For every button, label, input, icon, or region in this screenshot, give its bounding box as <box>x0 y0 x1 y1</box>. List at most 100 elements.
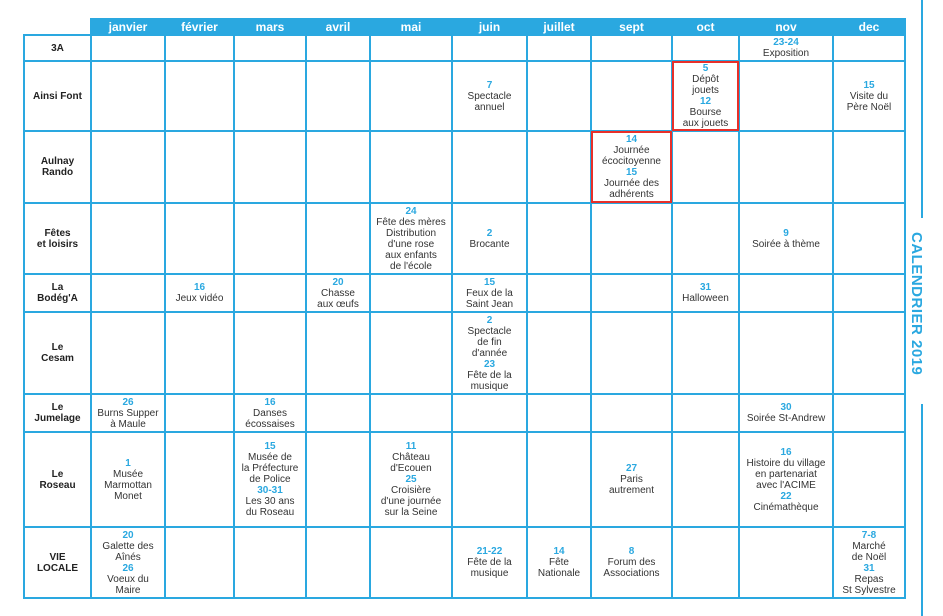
event-title: Halloween <box>682 293 729 304</box>
calendar-cell <box>233 34 307 62</box>
calendar-cell <box>305 393 371 433</box>
event-title: Fête de la musique <box>467 369 512 392</box>
calendar-cell <box>671 393 740 433</box>
calendar-cell <box>738 273 834 313</box>
event-date: 14 <box>625 134 638 145</box>
calendar-cell <box>164 34 235 62</box>
calendar-cell <box>164 60 235 132</box>
calendar-cell <box>305 526 371 599</box>
event-title: Musée Marmottan Monet <box>104 468 152 502</box>
calendar-cell <box>369 130 453 204</box>
month-header-5: juin <box>451 18 528 36</box>
event-date: 31 <box>699 282 712 293</box>
event-title: Journée des adhérents <box>603 178 660 200</box>
calendar-cell <box>738 311 834 395</box>
month-header-10: dec <box>832 18 906 36</box>
event-date: 22 <box>780 490 792 502</box>
event-title: Chasse aux œufs <box>317 287 359 310</box>
event-date: 16 <box>193 282 206 293</box>
calendar-cell <box>590 60 673 132</box>
event-date: 16 <box>780 446 792 458</box>
event-date: 20 <box>122 529 134 541</box>
event-date: 21-22 <box>476 546 503 557</box>
event-date: 15 <box>625 167 638 178</box>
event-title: Soirée à thème <box>752 238 820 250</box>
association-label: Le Cesam <box>23 311 92 395</box>
association-row: Le Jumelage 26 Burns Supper à Maule 16 Danse… <box>23 393 906 433</box>
calendar-cell <box>526 393 592 433</box>
event-title: Feux de la Saint Jean <box>465 287 514 310</box>
association-row: 3A 23-24 Exposition <box>23 34 906 62</box>
event-title: Fête de la musique <box>467 557 512 579</box>
calendar-cell <box>671 526 740 599</box>
event-date: 24 <box>405 205 417 217</box>
calendar-cell: 15 Musée de la Préfecture de Police 30-31 L… <box>233 431 307 528</box>
event-date: 2 <box>486 227 493 239</box>
calendar-cell: 26 Burns Supper à Maule <box>90 393 166 433</box>
event-title: Voeux du Maire <box>107 573 149 596</box>
calendar-cell <box>832 202 906 275</box>
calendar-cell <box>832 130 906 204</box>
event-date: 30 <box>780 402 792 413</box>
calendar-cell <box>90 311 166 395</box>
calendar-cell <box>526 130 592 204</box>
calendar-cell <box>369 60 453 132</box>
event-title: Forum des Associations <box>603 557 660 579</box>
event-title: Croisière d'une journée sur la Seine <box>380 485 442 518</box>
calendar-cell <box>671 202 740 275</box>
calendar-cell <box>90 130 166 204</box>
calendar-table: janvier février mars avril mai juin juillet sep… <box>23 18 906 599</box>
association-row: Le Roseau 1 Musée Marmottan Monet 15 Musée d… <box>23 431 906 528</box>
calendar-cell: 2 Spectacle de fin d'année 23 Fête de la mu… <box>451 311 528 395</box>
calendar-cell: 23-24 Exposition <box>738 34 834 62</box>
calendar-cell <box>590 202 673 275</box>
event-date: 30-31 <box>257 485 283 496</box>
association-row: Aulnay Rando 14 Journée écocitoyenne 15 Jour… <box>23 130 906 204</box>
calendar-title: CALENDRIER 2019 <box>908 232 925 376</box>
calendar-cell <box>526 34 592 62</box>
calendar-cell <box>305 311 371 395</box>
event-date: 5 <box>702 63 709 74</box>
calendar-cell <box>164 526 235 599</box>
calendar-cell: 16 Histoire du village en partenariat ave… <box>738 431 834 528</box>
calendar-cell: 20 Chasse aux œufs <box>305 273 371 313</box>
calendar-cell <box>526 431 592 528</box>
calendar-cell: 7 Spectacle annuel <box>451 60 528 132</box>
calendar-cell <box>369 393 453 433</box>
event-title: Fête Nationale <box>537 557 581 579</box>
calendar-cell <box>233 311 307 395</box>
calendar-cell <box>832 431 906 528</box>
association-row: VIE LOCALE 20 Galette des Aînés 26 Voeux du … <box>23 526 906 599</box>
calendar-cell <box>526 60 592 132</box>
month-header-4: mai <box>369 18 453 36</box>
event-title: Danses écossaises <box>245 407 295 430</box>
calendar-cell: 8 Forum des Associations <box>590 526 673 599</box>
calendar-cell <box>369 311 453 395</box>
event-date: 27 <box>625 463 638 474</box>
month-header-6: juillet <box>526 18 592 36</box>
event-date: 9 <box>783 227 789 239</box>
event-date: 8 <box>628 546 635 557</box>
calendar-cell <box>233 60 307 132</box>
association-label: VIE LOCALE <box>23 526 92 599</box>
event-date: 16 <box>264 396 276 408</box>
event-date: 15 <box>264 441 276 452</box>
association-label: Aulnay Rando <box>23 130 92 204</box>
calendar-cell <box>590 273 673 313</box>
month-header-1: février <box>164 18 235 36</box>
calendar-cell <box>305 60 371 132</box>
association-row: La Bodég'A 16 Jeux vidéo 20 Chasse aux œufs 1… <box>23 273 906 313</box>
calendar-cell <box>832 393 906 433</box>
calendar-cell <box>671 311 740 395</box>
event-title: Galette des Aînés <box>102 540 154 563</box>
event-title: Spectacle de fin d'année <box>467 325 512 359</box>
calendar-cell <box>164 311 235 395</box>
calendar-cell <box>90 60 166 132</box>
calendar-cell <box>233 273 307 313</box>
calendar-cell <box>164 431 235 528</box>
calendar-cell: 31 Halloween <box>671 273 740 313</box>
event-title: Musée de la Préfecture de Police <box>241 452 299 485</box>
calendar-cell <box>451 393 528 433</box>
calendar-cell <box>590 311 673 395</box>
calendar-cell <box>832 311 906 395</box>
